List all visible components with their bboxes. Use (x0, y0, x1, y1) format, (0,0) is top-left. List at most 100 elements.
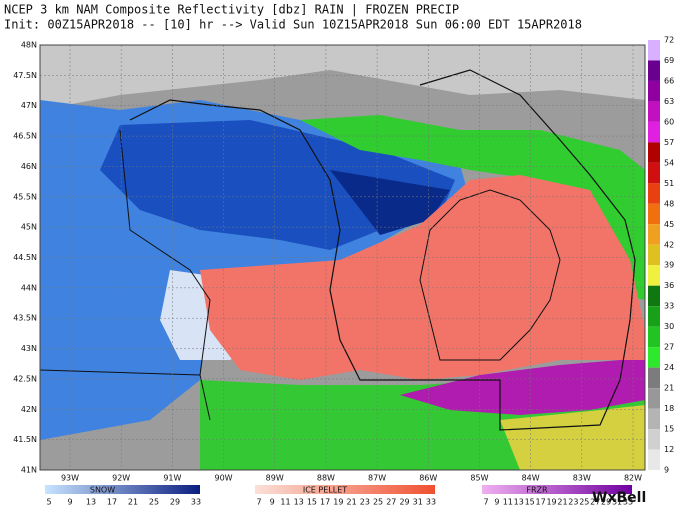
legend-tick: 7 (256, 498, 261, 507)
snow-heavy (330, 170, 450, 235)
colorbar-label: 9 (664, 466, 669, 475)
colorbar-label: 18 (664, 404, 674, 413)
lat-label: 45N (21, 223, 37, 232)
legend-tick: 13 (514, 498, 524, 507)
light-echo (40, 45, 645, 110)
legend-tick: 17 (320, 498, 330, 507)
title: NCEP 3 km NAM Composite Reflectivity [db… (4, 3, 459, 17)
legend-tick: 33 (191, 498, 201, 507)
colorbar-segment (648, 80, 660, 102)
colorbar-segment (648, 183, 660, 204)
lat-label: 46N (21, 162, 37, 171)
rain-light (300, 115, 645, 300)
subtitle: Init: 00Z15APR2018 -- [10] hr --> Valid … (4, 18, 582, 32)
legend-tick: 19 (333, 498, 343, 507)
legend-tick: 29 (170, 498, 180, 507)
axis-labels: 48N 47.5N 47N 46.5N 46N 45.5N 45N 44.5N 44N 43.5N… (13, 41, 642, 483)
legend-tick: 15 (525, 498, 535, 507)
legend-tick: 21 (128, 498, 138, 507)
colorbar-label: 21 (664, 384, 674, 393)
legend-tick: 19 (546, 498, 556, 507)
lon-label: 92W (112, 474, 130, 483)
colorbar-segment (648, 306, 660, 327)
legend-tick: 21 (347, 498, 357, 507)
watermark: WxBell (592, 490, 646, 506)
lon-label: 89W (266, 474, 284, 483)
lat-label: 41.5N (13, 435, 37, 444)
colorbar-label: 48 (664, 199, 674, 208)
colorbar-segment (648, 285, 660, 307)
lat-label: 42.5N (13, 374, 37, 383)
legend-tick: 11 (280, 498, 290, 507)
legend-tick: 21 (557, 498, 567, 507)
colorbar-label: 54 (664, 158, 674, 167)
colorbar-segment (648, 162, 660, 184)
colorbar-label: 15 (664, 425, 674, 434)
lat-label: 43.5N (13, 314, 37, 323)
rain-heavy (200, 175, 645, 380)
colorbar-label: 72 (664, 36, 674, 45)
legend-tick: 23 (568, 498, 578, 507)
legend-title: ICE PELLET (303, 486, 347, 495)
map-frame (39, 44, 646, 471)
rain-moderate (500, 405, 645, 470)
lat-label: 46.5N (13, 132, 37, 141)
lon-label: 93W (61, 474, 79, 483)
lake-michigan-outline (419, 189, 561, 361)
legend-tick: 11 (503, 498, 513, 507)
colorbar-segment (648, 326, 660, 348)
colorbar-segment (648, 408, 660, 430)
colorbar-segment (648, 121, 660, 143)
colorbar-segment (648, 388, 660, 409)
colorbar-segment (648, 244, 660, 266)
colorbar-segment (648, 142, 660, 163)
legend-tick: 17 (107, 498, 117, 507)
colorbar-segment (648, 203, 660, 225)
legend-tick: 7 (483, 498, 488, 507)
colorbar-segment (648, 60, 660, 81)
graticule (40, 45, 645, 470)
lat-label: 47N (21, 101, 37, 110)
colorbar-label: 27 (664, 343, 674, 352)
lat-label: 45.5N (13, 192, 37, 201)
colorbar-label: 57 (664, 138, 674, 147)
legend-tick: 29 (399, 498, 409, 507)
colorbar-segment (648, 40, 660, 61)
colorbar-segment (648, 224, 660, 245)
colorbar-segment (648, 449, 660, 470)
lat-label: 44N (21, 283, 37, 292)
legend-tick: 23 (360, 498, 370, 507)
colorbar-label: 39 (664, 261, 674, 270)
colorbar-segment (648, 367, 660, 389)
legend-bar (482, 485, 632, 494)
legend-tick: 25 (579, 498, 589, 507)
colorbar-label: 42 (664, 240, 674, 249)
lon-label: 84W (522, 474, 540, 483)
lat-label: 42N (21, 405, 37, 414)
colorbar-label: 12 (664, 445, 674, 454)
legend-tick: 25 (149, 498, 159, 507)
colorbar-label: 51 (664, 179, 674, 188)
legend-tick: 17 (536, 498, 546, 507)
colorbar-segment (648, 347, 660, 368)
legend-tick: 31 (612, 498, 622, 507)
freezing-rain (400, 360, 645, 415)
legend-title: SNOW (90, 486, 115, 495)
colorbar-label: 45 (664, 220, 674, 229)
legend-tick: 9 (270, 498, 275, 507)
colorbar-label: 66 (664, 76, 674, 85)
lat-label: 48N (21, 41, 37, 50)
colorbar-label: 60 (664, 117, 674, 126)
lat-label: 47.5N (13, 71, 37, 80)
legend-tick: 13 (294, 498, 304, 507)
colorbar-label: 63 (664, 97, 674, 106)
snow-mid (100, 120, 455, 250)
legend-tick: 9 (67, 498, 72, 507)
legend-tick: 33 (623, 498, 633, 507)
lat-label: 44.5N (13, 253, 37, 262)
colorbar-label: 24 (664, 363, 674, 372)
legend-tick: 27 (386, 498, 396, 507)
legend-tick: 31 (413, 498, 423, 507)
lon-label: 82W (624, 474, 642, 483)
